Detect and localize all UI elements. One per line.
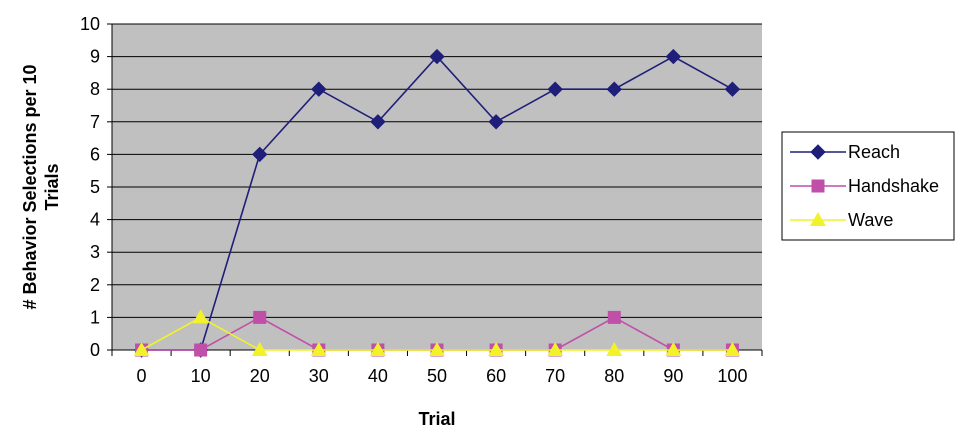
series-wave: [133, 309, 741, 356]
data-point-wave: [429, 342, 445, 356]
y-axis-title-line-1: # Behavior Selections per 10: [20, 64, 40, 309]
legend-marker: [811, 179, 825, 193]
legend-item-wave: Wave: [790, 210, 893, 230]
y-tick-label: 1: [90, 307, 100, 327]
x-tick-label: 0: [137, 366, 147, 386]
data-point-wave: [665, 342, 682, 356]
x-tick-label: 60: [486, 366, 506, 386]
data-point-wave: [192, 309, 209, 324]
data-point-reach: [724, 81, 741, 97]
x-tick-label: 70: [545, 366, 565, 386]
x-axis-title: Trial: [418, 409, 455, 429]
gridlines: [112, 23, 762, 318]
legend-label: Wave: [848, 210, 893, 230]
data-point-wave: [369, 342, 386, 356]
x-tick-label: 100: [717, 366, 747, 386]
data-point-reach: [252, 146, 268, 163]
y-tick-label: 8: [90, 79, 100, 99]
data-point-wave: [310, 342, 327, 356]
y-tick-label: 0: [90, 340, 100, 360]
x-tick-label: 10: [191, 366, 211, 386]
y-tick-label: 6: [90, 144, 100, 164]
series-layer: [133, 48, 741, 358]
legend-item-reach: Reach: [790, 142, 900, 162]
data-point-wave: [547, 342, 564, 356]
series-reach: [133, 48, 741, 358]
data-point-handshake: [607, 310, 621, 324]
legend-label: Reach: [848, 142, 900, 162]
y-tick-label: 10: [80, 14, 100, 34]
data-point-wave: [133, 342, 150, 356]
x-tick-label: 50: [427, 366, 447, 386]
legend-label: Handshake: [848, 176, 939, 196]
data-point-wave: [251, 342, 268, 356]
legend: Reach Handshake Wave: [781, 131, 955, 241]
data-point-reach: [311, 81, 327, 97]
y-tick-label: 7: [90, 112, 100, 132]
y-tick-label: 5: [90, 177, 100, 197]
legend-marker: [810, 212, 826, 226]
x-tick-label: 30: [309, 366, 329, 386]
legend-item-handshake: Handshake: [790, 176, 939, 196]
data-point-handshake: [194, 343, 208, 357]
x-tick-label: 90: [663, 366, 683, 386]
data-point-handshake: [253, 310, 267, 324]
y-tick-label: 4: [90, 210, 100, 230]
data-point-reach: [665, 48, 682, 65]
data-point-wave: [488, 342, 505, 356]
data-point-reach: [547, 81, 563, 97]
y-tick-label: 3: [90, 242, 100, 262]
x-tick-label: 80: [604, 366, 624, 386]
legend-marker: [810, 144, 826, 160]
data-point-reach: [488, 114, 504, 130]
y-tick-label: 9: [90, 47, 100, 67]
data-point-reach: [370, 114, 386, 130]
data-point-reach: [606, 81, 622, 97]
x-tick-label: 40: [368, 366, 388, 386]
legend-items: Reach Handshake Wave: [790, 142, 939, 230]
data-point-wave: [724, 342, 741, 356]
data-point-reach: [429, 48, 445, 65]
y-axis-title-line-2: Trials: [42, 163, 62, 210]
data-point-wave: [606, 342, 623, 356]
x-tick-label: 20: [250, 366, 270, 386]
y-tick-label: 2: [90, 275, 100, 295]
